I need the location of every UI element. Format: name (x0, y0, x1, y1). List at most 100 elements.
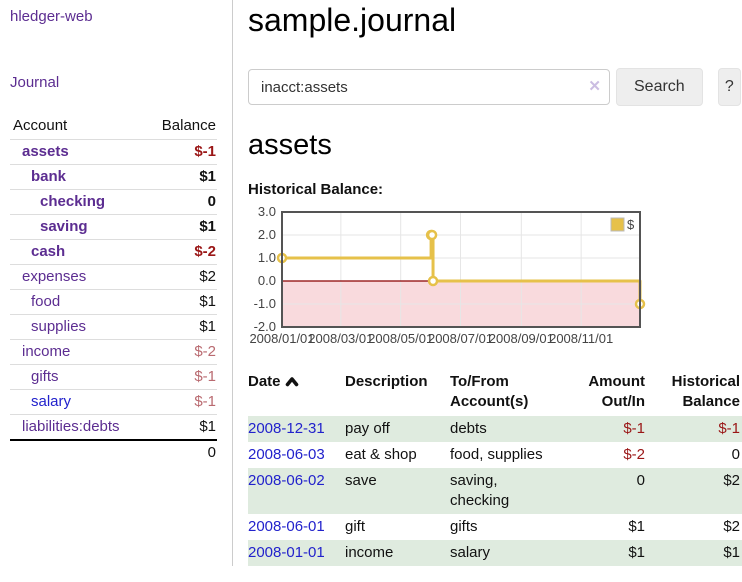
register-row: 2008-01-01 income salary $1 $1 (248, 540, 742, 566)
account-balance: $1 (145, 214, 217, 240)
accounts-total-row: 0 (10, 439, 217, 465)
transaction-balance-cell: $1 (723, 544, 740, 561)
account-name-cell: gifts (10, 364, 146, 390)
account-balance: $1 (145, 164, 217, 190)
account-balance: $2 (145, 264, 217, 290)
account-name-cell: assets (10, 139, 146, 165)
account-row: bank $1 (10, 164, 217, 190)
accounts-total-value: 0 (145, 439, 217, 465)
transaction-balance-cell: 0 (731, 446, 740, 463)
transaction-date-cell: 2008-12-31 (248, 416, 345, 442)
help-button[interactable]: ? (717, 68, 741, 106)
transaction-date-link[interactable]: 2008-12-31 (248, 420, 325, 437)
account-balance: $1 (145, 289, 217, 315)
page-title: sample.journal (248, 2, 457, 38)
account-name-cell: income (10, 339, 146, 365)
register-row: 2008-06-02 save saving, checking 0 $2 (248, 468, 742, 514)
transaction-amount-cell: $-2 (623, 446, 645, 463)
chart-title: Historical Balance: (248, 181, 384, 198)
sidebar-nav: Journal (10, 74, 232, 92)
account-row: checking 0 (10, 189, 217, 215)
account-name-cell: salary (10, 389, 146, 415)
account-row: liabilities:debts $1 (10, 414, 217, 441)
account-balance: $-1 (145, 364, 217, 390)
svg-text:2008/09/01: 2008/09/01 (489, 331, 554, 346)
accounts-header-account: Account (10, 113, 146, 140)
account-link-income[interactable]: income (22, 343, 71, 360)
account-row: cash $-2 (10, 239, 217, 265)
account-link-checking[interactable]: checking (40, 193, 106, 210)
account-name-cell: saving (10, 214, 146, 240)
search-input-wrap: ✕ (248, 69, 610, 105)
balance-chart: $3.0 2.0 1.0 0.0 -1.0 -2.0 2008/01/01 2008/03/0… (248, 204, 741, 349)
search-input[interactable] (248, 69, 610, 105)
main-content: sample.journal ✕ Search ? assets Histori… (233, 0, 742, 566)
svg-text:2008/01/01: 2008/01/01 (249, 331, 314, 346)
account-balance: $-2 (145, 339, 217, 365)
account-link-liabilities-debts[interactable]: liabilities:debts (22, 418, 120, 435)
app-title-link[interactable]: hledger-web (10, 8, 93, 25)
transaction-amount-cell: 0 (636, 472, 645, 489)
account-link-bank[interactable]: bank (31, 168, 67, 185)
account-link-gifts[interactable]: gifts (31, 368, 59, 385)
account-balance: $-1 (145, 139, 217, 165)
account-link-cash[interactable]: cash (31, 243, 66, 260)
account-balance: $1 (145, 314, 217, 340)
register-table: Date Description To/From Account(s) Amou… (248, 370, 742, 566)
account-row: gifts $-1 (10, 364, 217, 390)
account-balance: $-2 (145, 239, 217, 265)
account-name-cell: food (10, 289, 146, 315)
account-name-cell: cash (10, 239, 146, 265)
register-header-description: Description (345, 373, 428, 390)
register-header-row: Date Description To/From Account(s) Amou… (248, 370, 742, 416)
transaction-balance-cell: $2 (723, 472, 740, 489)
account-balance: $1 (145, 414, 217, 441)
clear-search-icon[interactable]: ✕ (588, 78, 601, 95)
transaction-balance-cell: $-1 (718, 420, 740, 437)
transaction-accounts-cell: debts (450, 420, 487, 437)
account-link-salary[interactable]: salary (31, 393, 72, 410)
transaction-date-link[interactable]: 2008-06-02 (248, 472, 325, 489)
account-row: assets $-1 (10, 139, 217, 165)
account-name-cell: supplies (10, 314, 146, 340)
transaction-description-cell: save (345, 472, 377, 489)
sort-ascending-icon (285, 373, 299, 393)
account-link-expenses[interactable]: expenses (22, 268, 87, 285)
svg-text:-2.0: -2.0 (254, 319, 276, 334)
svg-text:2008/03/01: 2008/03/01 (308, 331, 373, 346)
transaction-description-cell: income (345, 544, 394, 561)
svg-text:2008/11/01: 2008/11/01 (549, 331, 613, 346)
transaction-date-link[interactable]: 2008-06-03 (248, 446, 325, 463)
account-name-cell: liabilities:debts (10, 414, 146, 441)
chart-legend-label: $ (627, 217, 635, 232)
account-link-saving[interactable]: saving (40, 218, 88, 235)
transaction-accounts-cell: food, supplies (450, 446, 543, 463)
register-row: 2008-12-31 pay off debts $-1 $-1 (248, 416, 742, 442)
account-row: income $-2 (10, 339, 217, 365)
account-row: saving $1 (10, 214, 217, 240)
transaction-date-link[interactable]: 2008-06-01 (248, 518, 325, 535)
transaction-date-cell: 2008-06-02 (248, 468, 345, 514)
search-button[interactable]: Search (616, 68, 703, 106)
transaction-date-cell: 2008-06-01 (248, 514, 345, 540)
account-link-supplies[interactable]: supplies (31, 318, 87, 335)
register-row: 2008-06-03 eat & shop food, supplies $-2 0 (248, 442, 742, 468)
transaction-amount-cell: $-1 (623, 420, 645, 437)
account-row: expenses $2 (10, 264, 217, 290)
account-name-cell: checking (10, 189, 146, 215)
journal-link[interactable]: Journal (10, 74, 60, 91)
register-header-date[interactable]: Date (248, 370, 345, 416)
account-row: salary $-1 (10, 389, 217, 415)
account-row: food $1 (10, 289, 217, 315)
app-window: hledger-web Journal Account Balance asse… (10, 0, 742, 566)
transaction-description-cell: eat & shop (345, 446, 417, 463)
transaction-accounts-cell: salary (450, 544, 491, 561)
accounts-total-spacer (10, 439, 146, 465)
register-row: 2008-06-01 gift gifts $1 $2 (248, 514, 742, 540)
account-link-assets[interactable]: assets (22, 143, 69, 160)
register-header-amount: Amount Out/In (588, 373, 645, 410)
balance-chart-svg: $3.0 2.0 1.0 0.0 -1.0 -2.02008/01/012008/03/0… (249, 204, 646, 346)
svg-text:0.0: 0.0 (258, 273, 276, 288)
account-link-food[interactable]: food (31, 293, 61, 310)
transaction-date-link[interactable]: 2008-01-01 (248, 544, 325, 561)
